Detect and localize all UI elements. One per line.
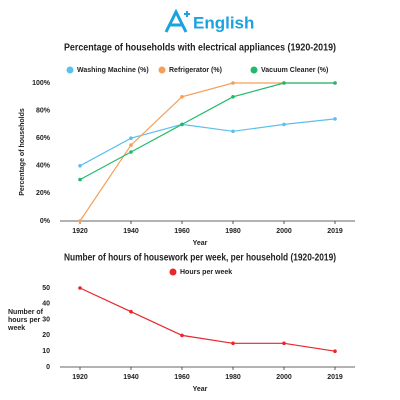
series-line	[79, 82, 335, 222]
legend-label: Refrigerator (%)	[169, 67, 222, 74]
logo-text: English	[193, 13, 254, 32]
data-point	[78, 164, 82, 168]
data-point	[180, 122, 184, 127]
y-tick-label: 40	[42, 301, 50, 308]
y-tick-label: 10	[42, 348, 50, 355]
y-axis-label: Number of hours per week	[8, 309, 43, 332]
x-axis-label: Year	[193, 240, 208, 247]
y-tick-label: 80%	[36, 107, 51, 114]
data-point	[231, 341, 235, 346]
data-point	[78, 286, 82, 290]
data-point	[231, 95, 235, 99]
series-line	[79, 82, 335, 181]
data-point	[129, 136, 133, 140]
series-line	[79, 118, 336, 167]
chart-title: Number of hours of housework per week, p…	[64, 253, 336, 264]
y-tick-label: 60%	[36, 135, 51, 142]
x-tick-label: 2000	[276, 374, 292, 381]
data-point	[333, 349, 337, 354]
data-point	[282, 341, 286, 346]
x-tick-label: 1920	[72, 228, 88, 235]
legend-marker	[158, 66, 166, 74]
legend-marker	[169, 268, 177, 276]
data-point	[333, 81, 337, 85]
data-point	[78, 219, 82, 223]
x-tick-label: 1960	[174, 374, 190, 381]
legend-label: Vacuum Cleaner (%)	[261, 67, 328, 74]
y-tick-label: 0	[46, 364, 50, 371]
x-tick-label: 2019	[327, 228, 343, 235]
data-point	[282, 122, 286, 127]
x-axis-label: Year	[193, 386, 208, 393]
x-tick-label: 1920	[72, 374, 88, 381]
x-tick-label: 1940	[123, 374, 139, 381]
x-tick-label: 1980	[225, 374, 241, 381]
y-tick-label: 20%	[36, 190, 51, 197]
data-point	[129, 150, 133, 154]
logo-icon	[164, 8, 188, 33]
data-point	[333, 117, 337, 121]
data-point	[129, 143, 133, 147]
x-tick-label: 1960	[174, 228, 190, 235]
logo: English	[164, 8, 254, 33]
y-tick-label: 30	[42, 316, 50, 323]
legend-label: Washing Machine (%)	[77, 67, 149, 74]
data-point	[231, 81, 235, 85]
legend-marker	[250, 66, 258, 74]
x-tick-label: 1980	[225, 228, 241, 235]
y-tick-label: 0%	[40, 218, 51, 225]
legend-marker	[66, 66, 74, 74]
data-point	[282, 81, 286, 85]
y-axis-label: Percentage of households	[19, 108, 26, 196]
x-tick-label: 2019	[327, 374, 343, 381]
chart-title: Percentage of households with electrical…	[64, 43, 336, 54]
x-tick-label: 2000	[276, 228, 292, 235]
y-tick-label: 100%	[32, 80, 51, 87]
series-line	[79, 287, 336, 352]
data-point	[180, 333, 184, 338]
y-tick-label: 20	[42, 332, 50, 339]
legend-label: Hours per week	[180, 269, 232, 276]
data-point	[78, 177, 82, 182]
y-tick-label: 40%	[36, 163, 51, 170]
y-tick-label: 50	[42, 285, 50, 292]
data-point	[129, 309, 133, 314]
logo-plus	[184, 11, 190, 17]
x-tick-label: 1940	[123, 228, 139, 235]
data-point	[180, 95, 184, 99]
data-point	[231, 129, 235, 134]
